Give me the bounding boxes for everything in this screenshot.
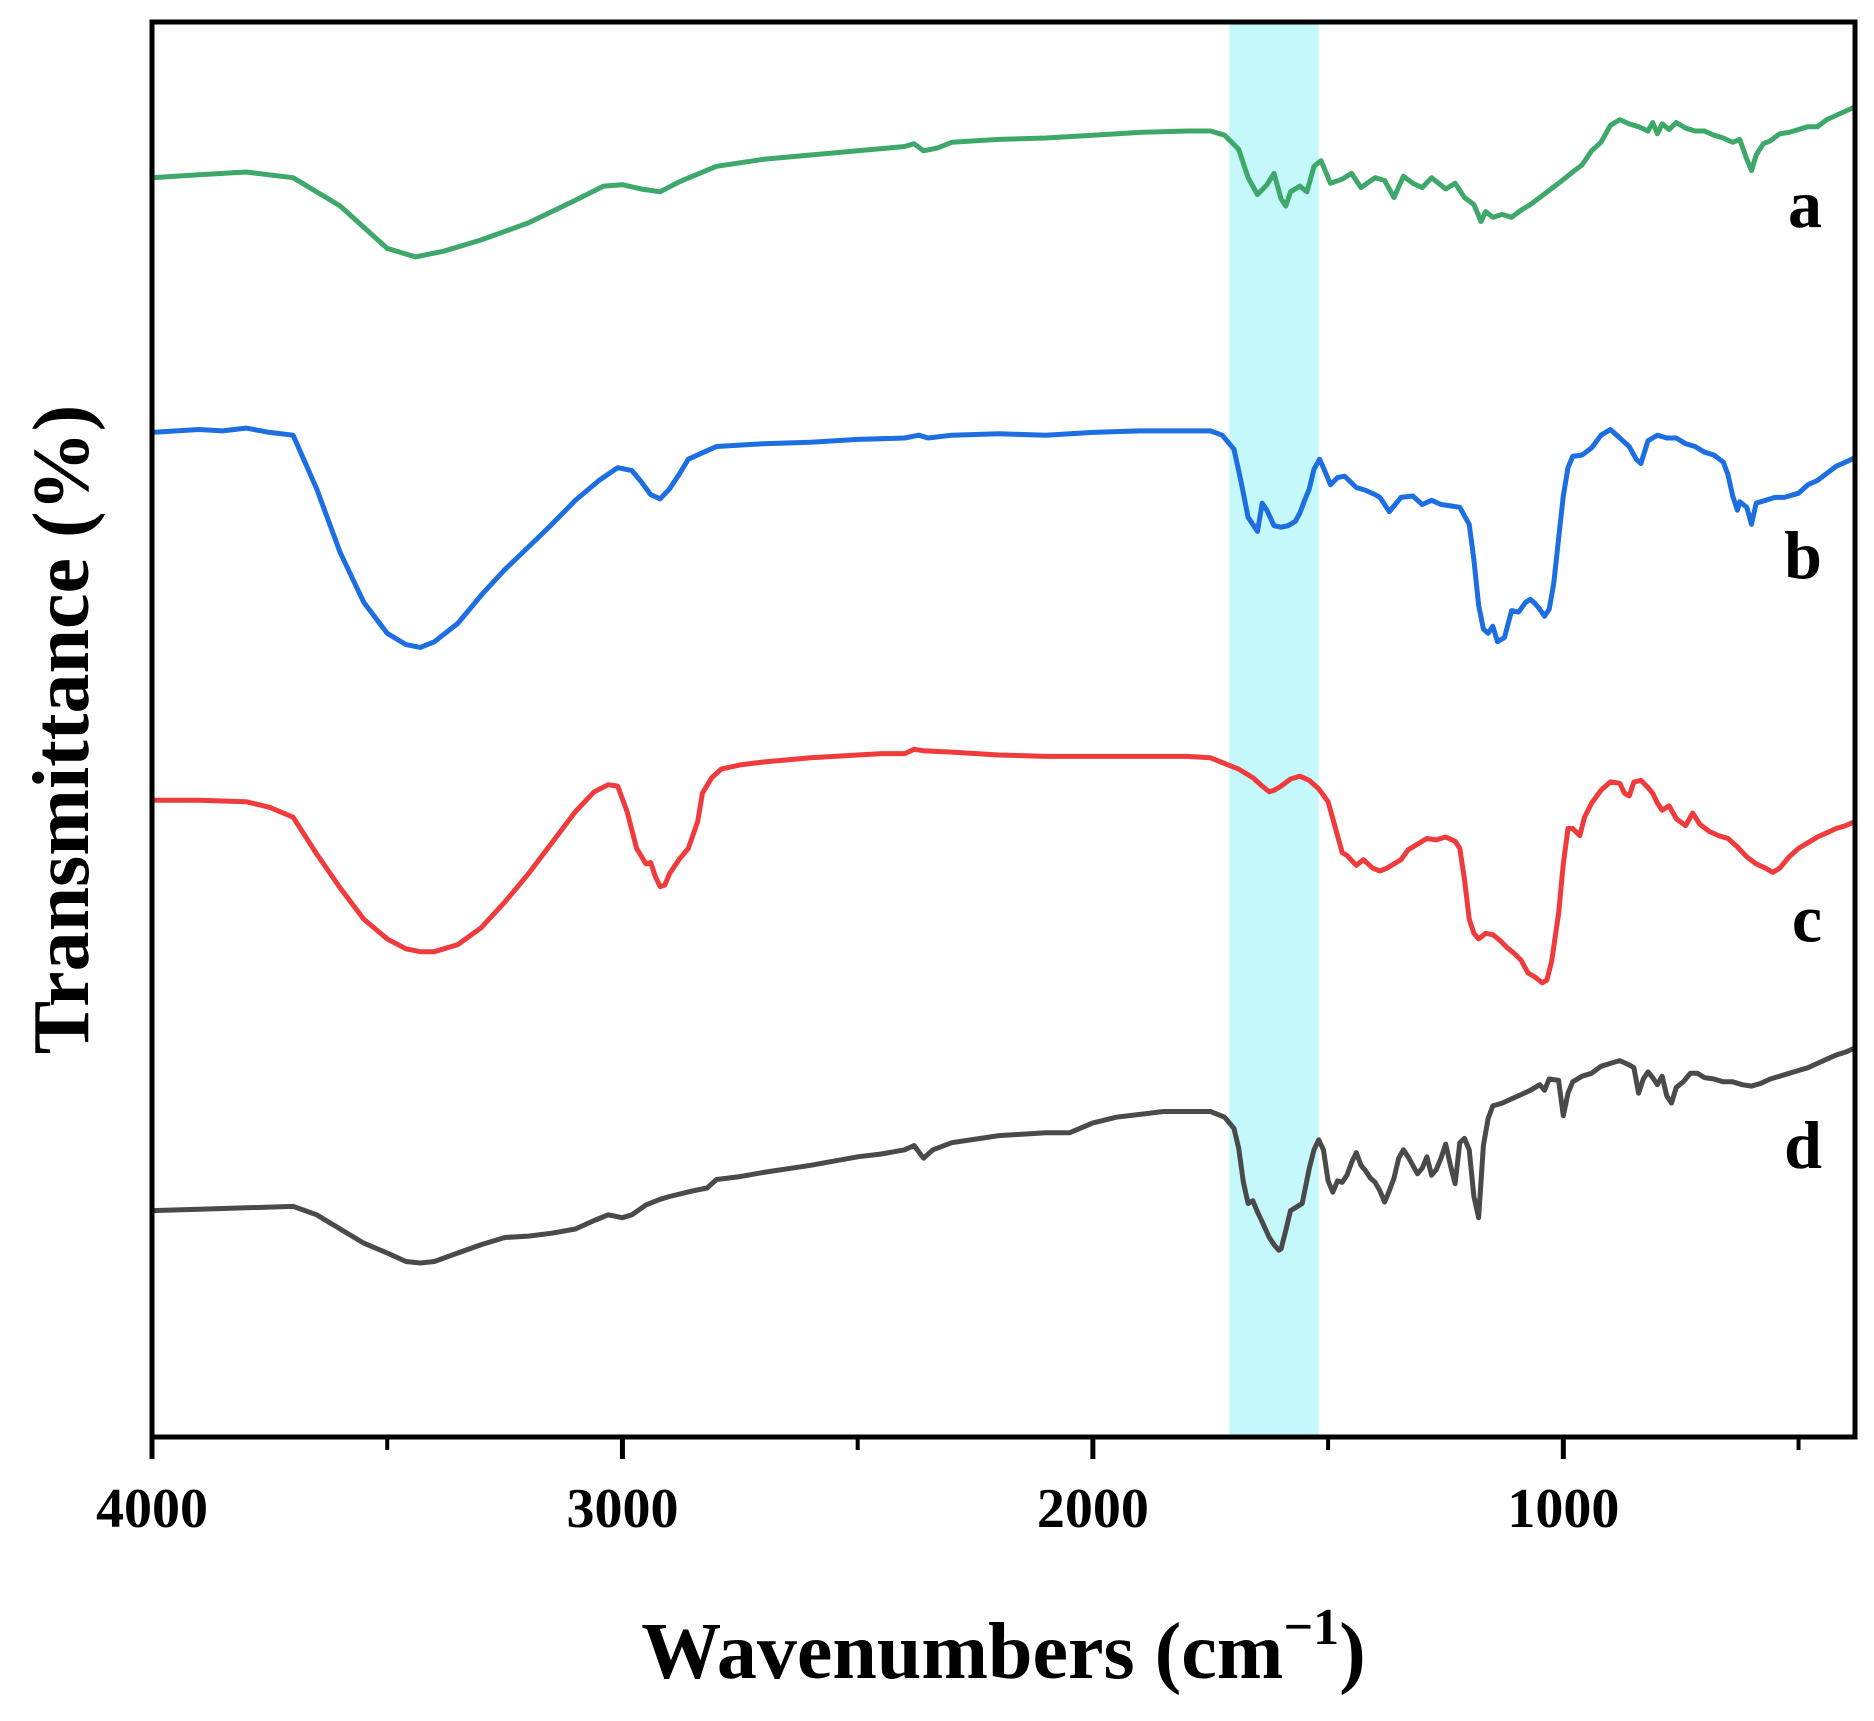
plot-area (149, 22, 1858, 1437)
series-label-c: c (1792, 880, 1822, 956)
highlight-band (1229, 22, 1319, 1437)
x-tick-label-1000: 1000 (1507, 1478, 1619, 1540)
series-label-b: b (1784, 517, 1822, 593)
x-tick-label-3000: 3000 (566, 1478, 678, 1540)
series-label-a: a (1788, 166, 1822, 242)
x-axis-title: Wavenumbers (cm−1) (641, 1599, 1365, 1696)
series-line-c (149, 746, 1858, 986)
series-line-a (149, 104, 1858, 260)
x-tick-label-2000: 2000 (1037, 1478, 1149, 1540)
series-line-d (149, 1045, 1858, 1266)
x-tick-label-4000: 4000 (96, 1478, 208, 1540)
labels: a b c d 4000 3000 2000 1000 Wavenumbers (cm−1) Tr… (18, 166, 1822, 1696)
series-label-d: d (1784, 1107, 1822, 1183)
plot-frame (149, 19, 1858, 1440)
axes (149, 19, 1858, 1459)
series-line-b (149, 425, 1858, 650)
y-axis-title: Transmittance (%) (18, 405, 106, 1055)
